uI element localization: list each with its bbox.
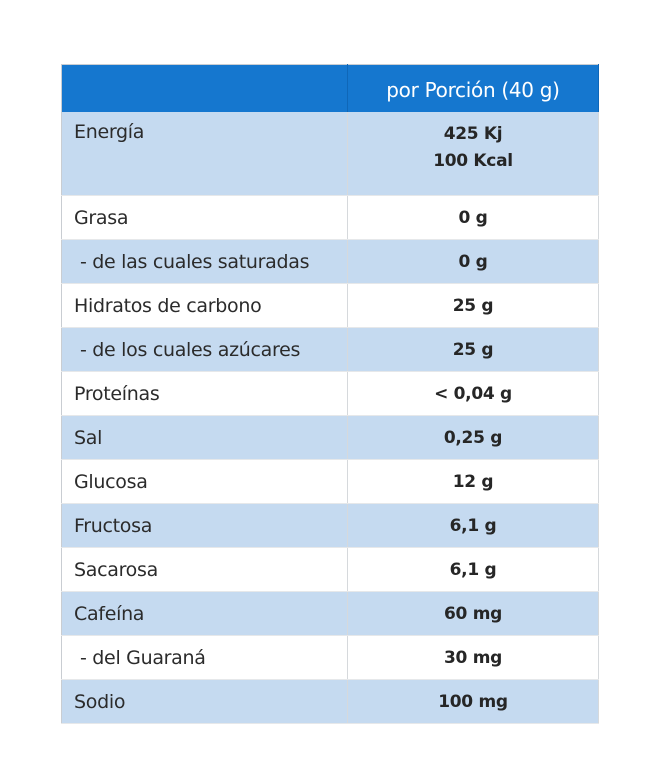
table-row-azucares: - de los cuales azúcares 25 g — [61, 327, 599, 372]
table-row-proteinas: Proteínas < 0,04 g — [61, 371, 599, 416]
row-label: - de los cuales azúcares — [61, 327, 348, 372]
table-row-glucosa: Glucosa 12 g — [61, 459, 599, 504]
row-label: Sal — [61, 415, 348, 460]
row-label: Sodio — [61, 679, 348, 724]
row-label: - del Guaraná — [61, 635, 348, 680]
header-label-cell — [61, 64, 348, 112]
row-label: Cafeína — [61, 591, 348, 636]
table-row-grasa: Grasa 0 g — [61, 195, 599, 240]
row-value: 0 g — [347, 195, 599, 240]
row-value: 25 g — [347, 283, 599, 328]
row-label: Glucosa — [61, 459, 348, 504]
table-row-guarana: - del Guaraná 30 mg — [61, 635, 599, 680]
row-label: Grasa — [61, 195, 348, 240]
row-value: < 0,04 g — [347, 371, 599, 416]
table-row-fructosa: Fructosa 6,1 g — [61, 503, 599, 548]
row-value: 0 g — [347, 239, 599, 284]
row-value: 425 Kj 100 Kcal — [347, 112, 599, 196]
table-row-hidratos: Hidratos de carbono 25 g — [61, 283, 599, 328]
row-value: 6,1 g — [347, 547, 599, 592]
row-value: 30 mg — [347, 635, 599, 680]
row-label: Hidratos de carbono — [61, 283, 348, 328]
row-label: Fructosa — [61, 503, 348, 548]
table-row-energia: Energía 425 Kj 100 Kcal — [61, 112, 599, 196]
table-row-cafeina: Cafeína 60 mg — [61, 591, 599, 636]
row-value: 100 mg — [347, 679, 599, 724]
table-row-sal: Sal 0,25 g — [61, 415, 599, 460]
row-label: Proteínas — [61, 371, 348, 416]
nutrition-facts-table: por Porción (40 g) Energía 425 Kj 100 Kc… — [61, 64, 599, 724]
row-label: Energía — [61, 112, 348, 196]
table-header-row: por Porción (40 g) — [61, 64, 599, 112]
table-row-saturadas: - de las cuales saturadas 0 g — [61, 239, 599, 284]
energy-kj: 425 Kj — [443, 124, 503, 144]
table-row-sacarosa: Sacarosa 6,1 g — [61, 547, 599, 592]
row-value: 0,25 g — [347, 415, 599, 460]
row-label: - de las cuales saturadas — [61, 239, 348, 284]
header-per-serving: por Porción (40 g) — [347, 64, 599, 112]
row-value: 25 g — [347, 327, 599, 372]
table-row-sodio: Sodio 100 mg — [61, 679, 599, 724]
row-value: 12 g — [347, 459, 599, 504]
energy-kcal: 100 Kcal — [433, 151, 513, 171]
row-value: 60 mg — [347, 591, 599, 636]
row-label: Sacarosa — [61, 547, 348, 592]
row-value: 6,1 g — [347, 503, 599, 548]
